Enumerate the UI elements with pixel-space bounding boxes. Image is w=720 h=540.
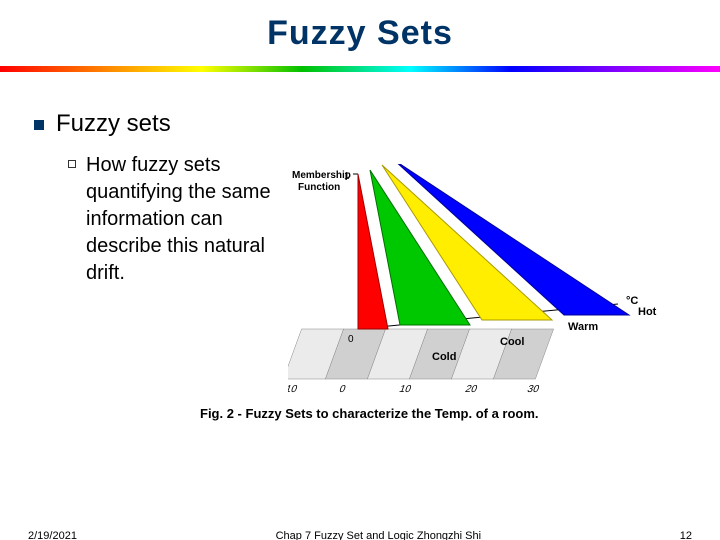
bullet-level2-text: How fuzzy sets quantifying the same info… xyxy=(86,152,276,287)
bullet-level1-text: Fuzzy sets xyxy=(56,110,171,138)
footer: 2/19/2021 Chap 7 Fuzzy Set and Logic Zho… xyxy=(0,530,720,540)
y-axis-label-2: Function xyxy=(298,182,340,193)
fuzzy-sets-figure: 10 0 10 20 30 1 °C 0 Cold Cool Warm xyxy=(288,164,698,404)
label-cold: Cold xyxy=(432,351,456,363)
footer-page: 12 xyxy=(680,530,692,540)
label-cool: Cool xyxy=(500,336,524,348)
svg-text:10: 10 xyxy=(398,384,413,395)
bullet-level1: Fuzzy sets xyxy=(34,110,694,138)
square-bullet-icon xyxy=(34,120,44,130)
hollow-bullet-icon xyxy=(68,160,76,168)
footer-date: 2/19/2021 xyxy=(28,530,77,540)
svg-text:30: 30 xyxy=(526,384,541,395)
y-axis-label-1: Membership xyxy=(292,170,351,181)
rainbow-divider xyxy=(0,66,720,72)
x-unit-label: °C xyxy=(626,295,638,307)
slide-title: Fuzzy Sets xyxy=(0,14,720,53)
svg-text:10: 10 xyxy=(288,384,299,395)
origin-label: 0 xyxy=(348,334,354,345)
label-hot: Hot xyxy=(638,306,657,318)
svg-text:20: 20 xyxy=(464,384,479,395)
footer-center: Chap 7 Fuzzy Set and Logic Zhongzhi Shi xyxy=(77,530,680,540)
label-warm: Warm xyxy=(568,321,598,333)
figure-caption: Fig. 2 - Fuzzy Sets to characterize the … xyxy=(200,406,539,421)
svg-text:0: 0 xyxy=(338,384,348,395)
